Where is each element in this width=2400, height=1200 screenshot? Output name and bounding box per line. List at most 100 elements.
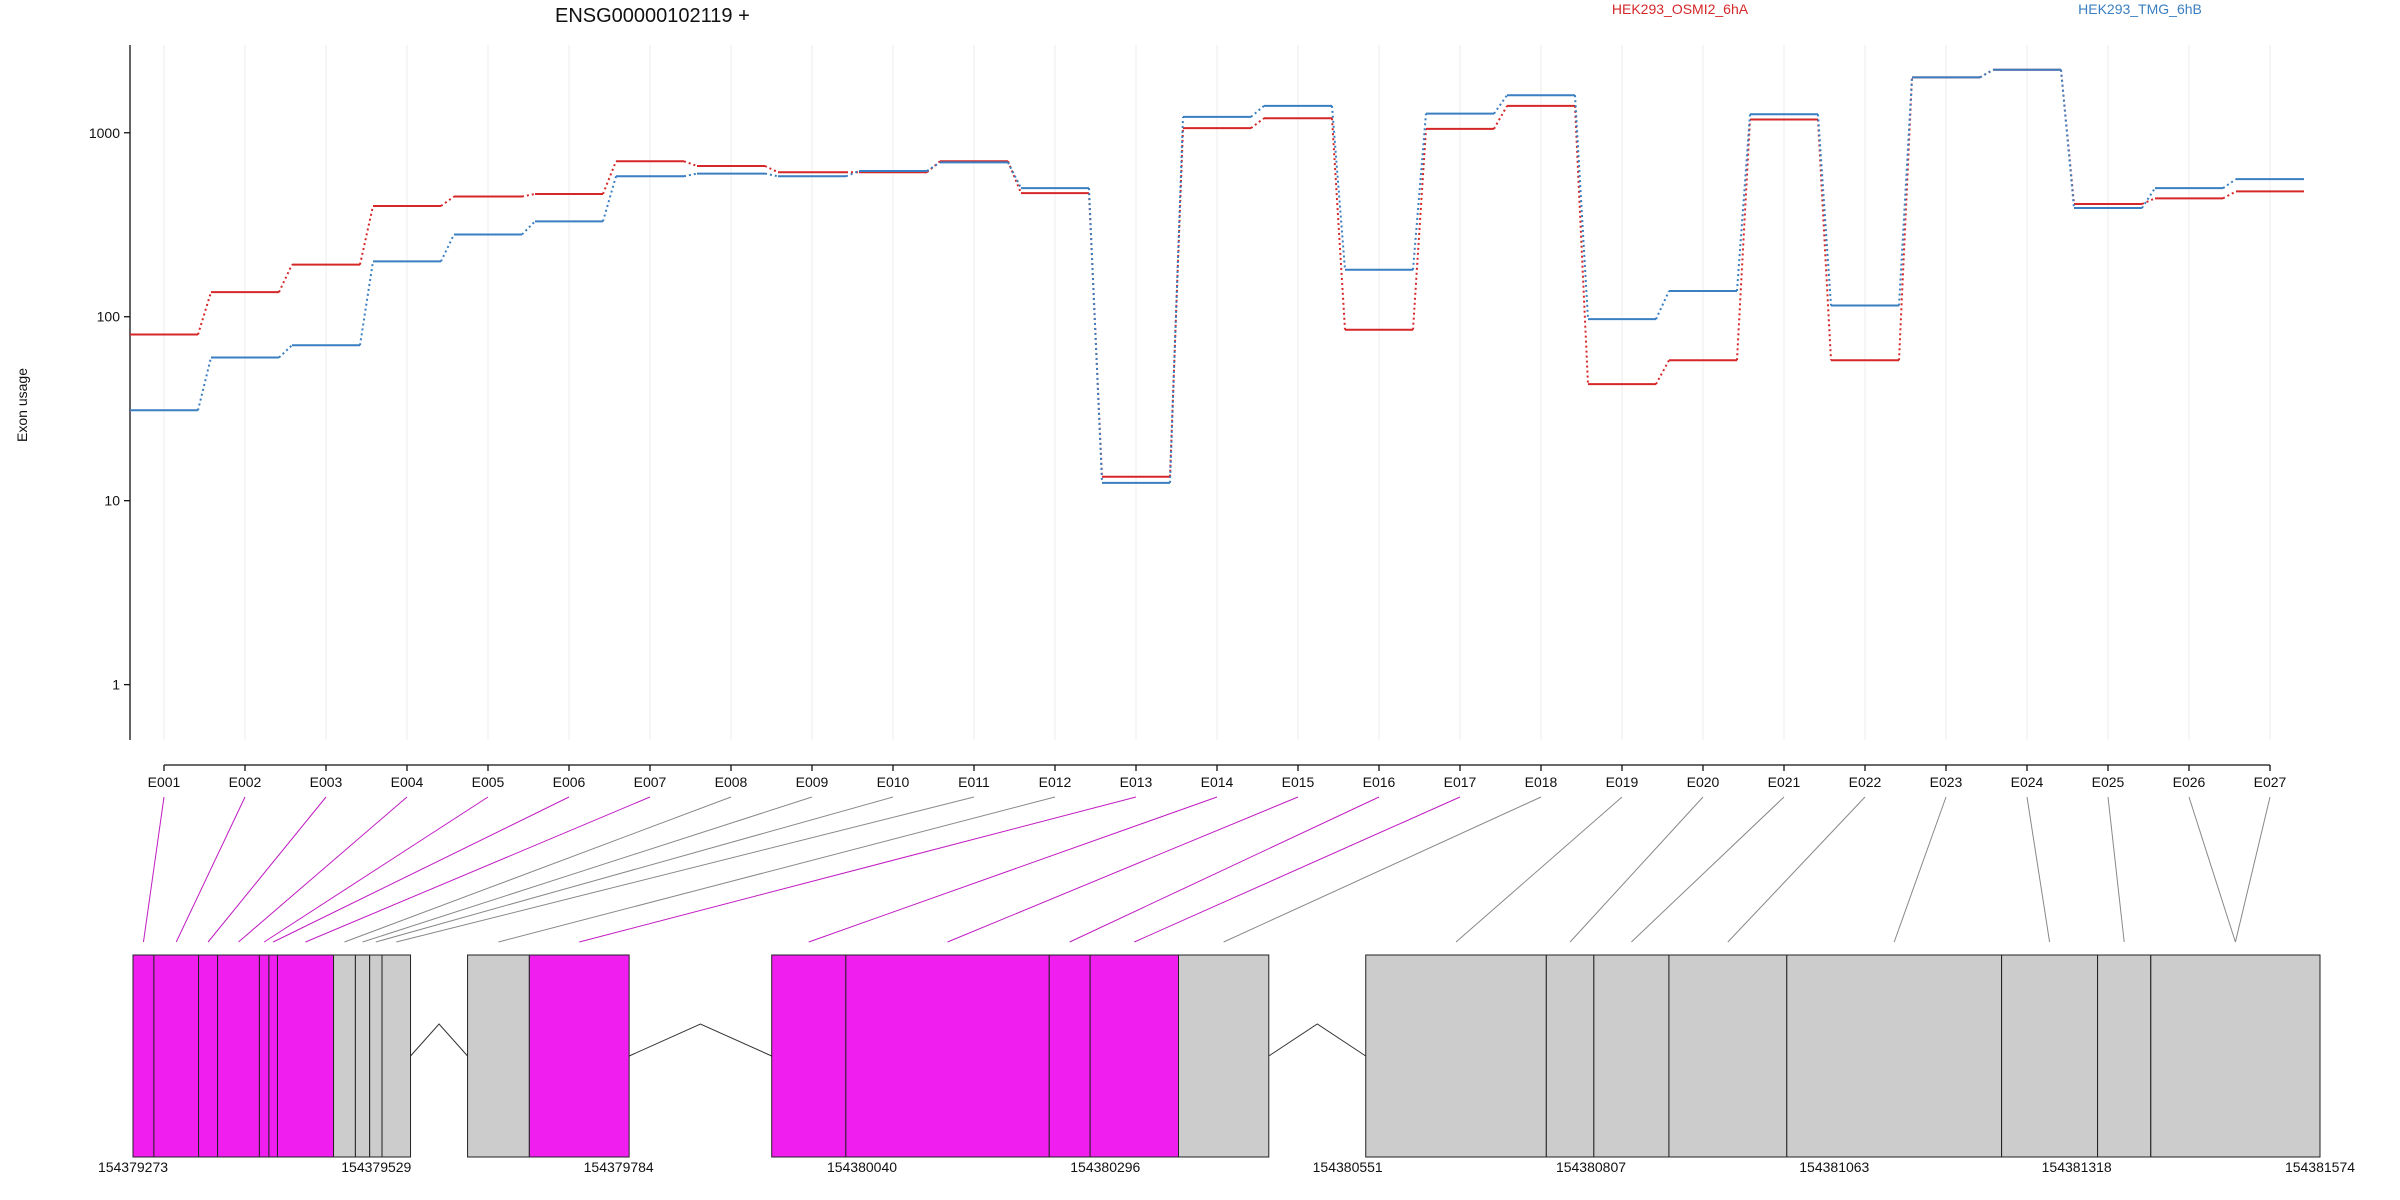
- exon-connectors: [142, 796, 2271, 943]
- exon-connector: [2107, 796, 2125, 943]
- series-connector: [1736, 114, 1751, 292]
- exon-connector: [1631, 796, 1785, 943]
- exon-connector: [808, 796, 1218, 943]
- exon-connector: [1223, 796, 1542, 943]
- intron-line: [628, 1023, 772, 1057]
- series-connector: [359, 205, 374, 265]
- y-axis-label: Exon usage: [14, 368, 30, 442]
- exon-connector: [1569, 796, 1704, 943]
- series-connector: [278, 264, 293, 293]
- series-connector: [602, 176, 617, 222]
- genome-tick-label: 154380551: [1313, 1159, 1383, 1175]
- intron-line: [1268, 1023, 1367, 1057]
- exon-box: [198, 954, 219, 1158]
- x-tick-label: E017: [1444, 774, 1477, 790]
- series-connector: [1331, 118, 1346, 330]
- exon-connector: [1455, 796, 1623, 943]
- exon-connector: [396, 796, 975, 943]
- genome-tick-label: 154379529: [341, 1159, 411, 1175]
- series-connector: [1331, 105, 1346, 270]
- exon-box: [1365, 954, 1547, 1158]
- exon-connector: [2234, 796, 2271, 943]
- series-connector: [1493, 105, 1508, 130]
- x-tick-label: E024: [2011, 774, 2044, 790]
- exon-box: [333, 954, 356, 1158]
- x-tick-label: E021: [1768, 774, 1801, 790]
- exon-connector: [375, 796, 894, 943]
- x-tick-label: E006: [553, 774, 586, 790]
- x-tick-label: E026: [2173, 774, 2206, 790]
- genome-tick-label: 154379784: [584, 1159, 654, 1175]
- series-connector: [440, 195, 455, 207]
- exon-box: [845, 954, 1050, 1158]
- series-connector: [1655, 359, 1670, 385]
- exon-box: [467, 954, 530, 1158]
- exon-box: [1786, 954, 2003, 1158]
- series-connector: [521, 192, 536, 198]
- series-connector: [764, 172, 779, 178]
- series-connector: [1412, 128, 1427, 330]
- x-tick-label: E019: [1606, 774, 1639, 790]
- series-connector: [1169, 116, 1184, 483]
- genome-tick-label: 154381063: [1799, 1159, 1869, 1175]
- exon-box: [354, 954, 371, 1158]
- x-tick-label: E004: [391, 774, 424, 790]
- legend: HEK293_OSMI2_6hA HEK293_TMG_6hB: [1612, 1, 2202, 17]
- x-tick-label: E007: [634, 774, 667, 790]
- exon-box: [528, 954, 630, 1158]
- series-connector: [683, 160, 698, 167]
- exon-connector: [362, 796, 813, 943]
- series-connector: [359, 261, 374, 346]
- series-connector: [926, 161, 941, 172]
- series-connector: [2141, 197, 2156, 205]
- genome-tick-label: 154380296: [1070, 1159, 1140, 1175]
- genome-axis: 154379273 154379529 154379784 154380040 1543…: [98, 1159, 2355, 1175]
- legend-entry: HEK293_TMG_6hB: [2078, 1, 2202, 17]
- exon-box: [153, 954, 200, 1158]
- series-connector: [1979, 68, 1994, 79]
- exon-connector: [305, 796, 651, 943]
- exon-box: [1545, 954, 1595, 1158]
- x-tick-label: E013: [1120, 774, 1153, 790]
- x-tick-label: E022: [1849, 774, 1882, 790]
- x-tick-label: E025: [2092, 774, 2125, 790]
- series-connector: [1655, 290, 1670, 320]
- series-connector: [1979, 68, 1994, 79]
- exon-box: [2001, 954, 2099, 1158]
- x-axis: E001 E002 E003 E004 E005 E006 E007 E008 E009 E010…: [148, 764, 2287, 790]
- exon-connector: [1727, 796, 1866, 943]
- exon-box: [268, 954, 278, 1158]
- series-connector: [197, 357, 212, 411]
- series-connector: [1493, 94, 1508, 115]
- x-tick-label: E015: [1282, 774, 1315, 790]
- x-tick-label: E005: [472, 774, 505, 790]
- x-tick-label: E001: [148, 774, 181, 790]
- series-connector: [1088, 188, 1103, 483]
- exon-connector: [1069, 796, 1380, 943]
- exon-box: [217, 954, 260, 1158]
- y-tick-label: 100: [97, 309, 121, 325]
- exon-connector: [947, 796, 1299, 943]
- y-axis: 1 10 100 1000: [89, 45, 131, 740]
- y-tick-label: 10: [104, 493, 120, 509]
- genome-tick-label: 154381574: [2285, 1159, 2355, 1175]
- series-connector: [521, 220, 536, 236]
- x-tick-label: E008: [715, 774, 748, 790]
- exon-box: [1089, 954, 1180, 1158]
- x-tick-label: E020: [1687, 774, 1720, 790]
- exon-connector: [2188, 796, 2236, 943]
- series-connector: [845, 170, 860, 178]
- series-connector: [2222, 178, 2237, 189]
- genome-tick-label: 154379273: [98, 1159, 168, 1175]
- intron-line: [410, 1023, 468, 1057]
- series-connector: [278, 344, 293, 359]
- series-connector: [764, 165, 779, 174]
- exon-connector: [579, 796, 1137, 943]
- x-tick-label: E009: [796, 774, 829, 790]
- exon-box: [276, 954, 335, 1158]
- exon-box: [2150, 954, 2321, 1158]
- legend-entry: HEK293_OSMI2_6hA: [1612, 1, 1749, 17]
- series-connector: [1250, 117, 1265, 129]
- series-connector: [1412, 113, 1427, 270]
- series-2: [130, 68, 2304, 484]
